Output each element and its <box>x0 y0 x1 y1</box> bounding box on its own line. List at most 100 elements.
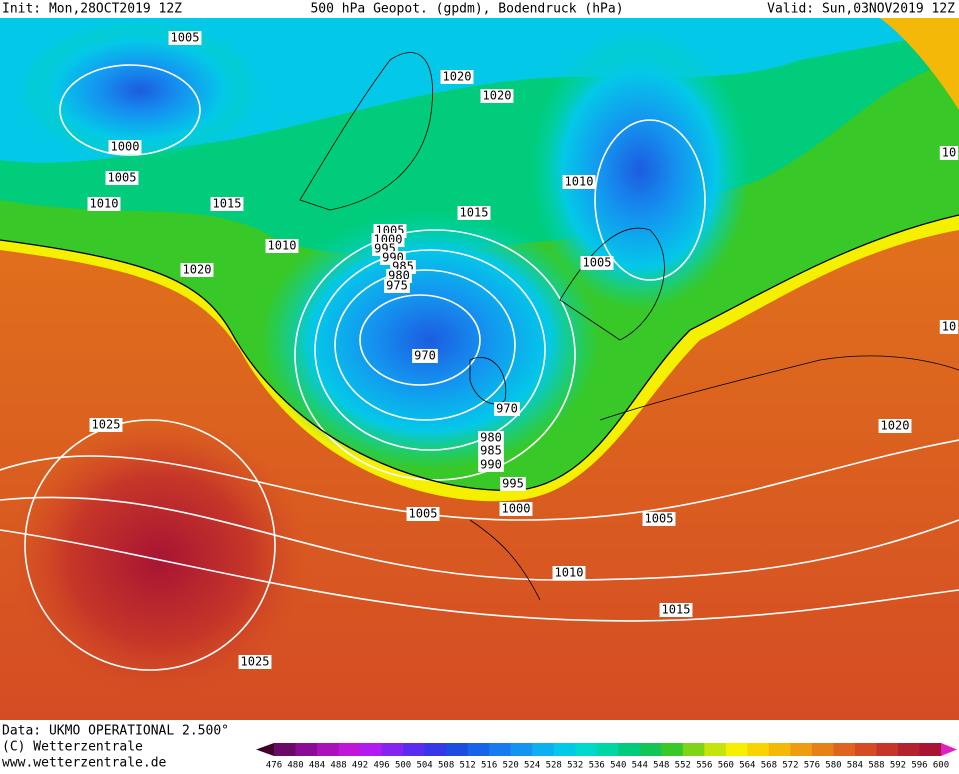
legend-level-label: 480 <box>287 761 303 771</box>
legend-swatch <box>618 743 641 756</box>
isobar-label: 1020 <box>881 419 910 433</box>
legend-level-label: 552 <box>675 761 691 771</box>
isobar-label-bg <box>180 263 214 277</box>
legend-swatch <box>768 743 791 756</box>
header-bar <box>0 0 959 18</box>
legend-level-label: 576 <box>804 761 820 771</box>
isobar-label-bg <box>105 171 139 185</box>
legend-swatch <box>725 743 748 756</box>
legend-swatch <box>360 743 383 756</box>
map-field <box>0 18 959 720</box>
legend-swatch <box>381 743 404 756</box>
isobar-label: 1010 <box>90 197 119 211</box>
isobar-label-bg <box>562 175 596 189</box>
isobar-label-bg <box>478 431 504 445</box>
isobar-label: 1020 <box>183 263 212 277</box>
legend-arrow-left <box>256 743 274 756</box>
legend-swatch <box>704 743 727 756</box>
legend-swatch <box>833 743 856 756</box>
legend-level-label: 548 <box>653 761 669 771</box>
legend-level-label: 512 <box>460 761 476 771</box>
isobar-label-bg <box>238 655 272 669</box>
data-source: Data: UKMO OPERATIONAL 2.500° <box>2 724 229 739</box>
isobar-label: 1000 <box>502 502 531 516</box>
isobar-label-bg <box>478 444 504 458</box>
legend-level-label: 488 <box>330 761 346 771</box>
legend-swatch <box>854 743 877 756</box>
isobar-label-bg <box>939 320 959 334</box>
legend-level-label: 560 <box>718 761 734 771</box>
map-title: 500 hPa Geopot. (gpdm), Bodendruck (hPa) <box>310 2 623 17</box>
legend-swatch <box>338 743 361 756</box>
legend-swatch <box>897 743 920 756</box>
valid-label: Valid: Sun,03NOV2019 12Z <box>767 2 955 17</box>
legend-level-label: 596 <box>911 761 927 771</box>
website: www.wetterzentrale.de <box>2 756 167 771</box>
isobar-label: 995 <box>502 477 524 491</box>
isobar-label-bg <box>440 70 474 84</box>
isobar-label: 1010 <box>565 175 594 189</box>
legend-swatch <box>403 743 426 756</box>
legend-swatch <box>489 743 512 756</box>
legend-level-label: 504 <box>416 761 432 771</box>
legend-swatch <box>661 743 684 756</box>
isobar-label-bg <box>939 146 959 160</box>
legend-swatch <box>919 743 942 756</box>
isobar-label-bg <box>580 256 614 270</box>
legend-level-label: 476 <box>266 761 282 771</box>
isobar-label-bg <box>108 140 142 154</box>
isobar-label: 1010 <box>268 239 297 253</box>
isobar-label: 1005 <box>409 507 438 521</box>
legend-swatch <box>510 743 533 756</box>
isobar-label-bg <box>642 512 676 526</box>
legend-level-label: 500 <box>395 761 411 771</box>
legend-swatch <box>596 743 619 756</box>
isobar-label: 1020 <box>483 89 512 103</box>
isobar-label-bg <box>89 418 123 432</box>
legend-swatch <box>274 743 297 756</box>
color-legend: 476 480 484 488 492 496 500 504 508 512 516 520 524 5… <box>256 743 957 771</box>
isobar-label-bg <box>878 419 912 433</box>
legend-level-label: 588 <box>868 761 884 771</box>
legend-level-label: 564 <box>739 761 755 771</box>
isobar-label: 1015 <box>213 197 242 211</box>
isobar-label: 10 <box>942 146 956 160</box>
isobar-label-bg <box>265 239 299 253</box>
isobar-label: 970 <box>496 402 518 416</box>
isobar-label-bg <box>406 507 440 521</box>
isobar-label-bg <box>87 197 121 211</box>
legend-swatch <box>682 743 705 756</box>
legend-level-label: 532 <box>567 761 583 771</box>
isobar-label-bg <box>210 197 244 211</box>
isobar-label-bg <box>552 566 586 580</box>
legend-level-label: 520 <box>503 761 519 771</box>
isobar-label: 1025 <box>241 655 270 669</box>
legend-swatch <box>446 743 469 756</box>
isobar-label: 1025 <box>92 418 121 432</box>
legend-level-label: 556 <box>696 761 712 771</box>
legend-swatch <box>876 743 899 756</box>
legend-level-label: 524 <box>524 761 540 771</box>
legend-swatch <box>575 743 598 756</box>
legend-swatch <box>553 743 576 756</box>
isobar-label-bg <box>499 502 533 516</box>
legend-level-label: 496 <box>373 761 389 771</box>
isobar-label: 1020 <box>443 70 472 84</box>
legend-swatch <box>811 743 834 756</box>
legend-swatch <box>467 743 490 756</box>
isobar-label: 985 <box>480 444 502 458</box>
legend-swatch <box>790 743 813 756</box>
isobar-label-bg <box>659 603 693 617</box>
isobar-label: 975 <box>386 279 408 293</box>
isobar-label-bg <box>384 279 410 293</box>
isobar-label: 1015 <box>460 206 489 220</box>
isobar-label-bg <box>412 349 438 363</box>
isobar-label: 1005 <box>108 171 137 185</box>
legend-level-label: 540 <box>610 761 626 771</box>
legend-level-label: 600 <box>933 761 949 771</box>
legend-level-label: 536 <box>589 761 605 771</box>
isobar-label: 1000 <box>111 140 140 154</box>
legend-level-label: 492 <box>352 761 368 771</box>
